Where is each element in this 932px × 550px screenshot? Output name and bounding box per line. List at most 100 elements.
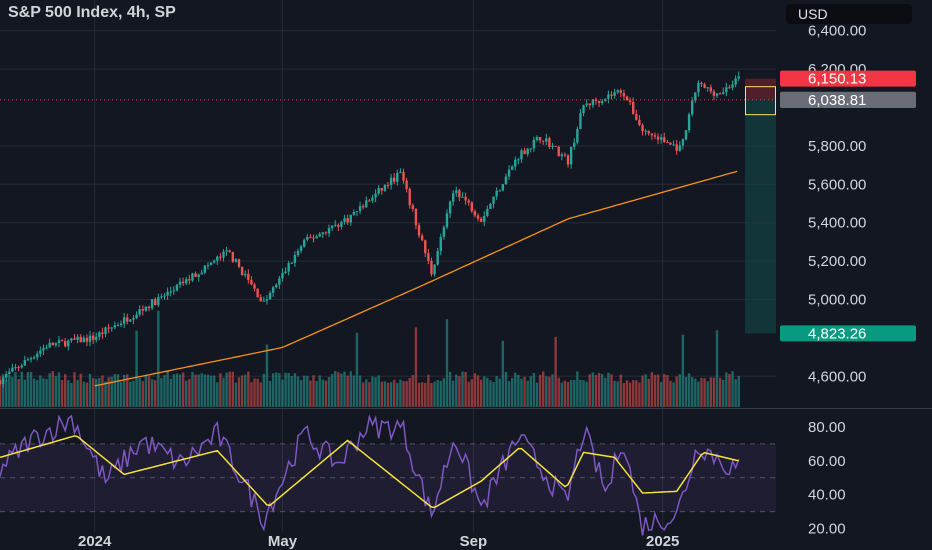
candle-body — [507, 169, 511, 177]
volume-bar — [85, 382, 89, 407]
volume-bar — [194, 374, 197, 407]
candle-body — [451, 193, 455, 202]
candle-body — [135, 314, 138, 318]
volume-bar — [517, 375, 520, 407]
candle-body — [132, 317, 135, 320]
candle-body — [383, 185, 387, 191]
rsi-band-fill — [0, 443, 776, 512]
volume-bar — [554, 336, 557, 407]
candle-body — [209, 262, 213, 266]
candle-body — [45, 347, 48, 349]
candle-body — [70, 338, 73, 341]
volume-bar — [718, 377, 722, 407]
candle-body — [669, 142, 672, 145]
volume-bar — [666, 375, 669, 407]
axes: 6,400.006,200.005,800.005,600.005,400.00… — [78, 23, 916, 550]
candle-body — [628, 100, 632, 103]
volume-bar — [45, 379, 48, 407]
volume-bar — [160, 378, 163, 407]
candle-body — [26, 359, 30, 361]
candle-body — [594, 99, 598, 102]
candle-body — [715, 93, 719, 96]
volume-bar — [514, 372, 517, 407]
volume-bar — [157, 310, 160, 407]
volume-bar — [126, 374, 129, 407]
volume-bar — [88, 373, 92, 407]
candle-body — [358, 206, 362, 212]
candle-body — [610, 94, 613, 96]
volume-bar — [625, 380, 629, 407]
candle-body — [181, 281, 185, 284]
candle-body — [54, 343, 58, 346]
volume-bar — [172, 374, 176, 407]
price-label: 4,823.26 — [808, 325, 866, 342]
candle-body — [231, 252, 234, 262]
candle-body — [697, 82, 700, 93]
volume-bar — [278, 373, 281, 407]
volume-bar — [284, 372, 287, 407]
volume-bar — [405, 381, 408, 407]
candle-body — [470, 202, 474, 212]
volume-bar — [79, 373, 82, 407]
volume-bar — [178, 374, 182, 407]
candle-body — [51, 342, 54, 346]
volume-bar — [365, 379, 368, 407]
candle-body — [495, 190, 498, 197]
candlesticks — [0, 71, 776, 388]
volume-bar — [154, 380, 157, 407]
candle-body — [542, 140, 545, 142]
candle-body — [433, 264, 436, 275]
candle-body — [265, 299, 269, 301]
candle-body — [147, 306, 151, 309]
candle-body — [315, 236, 318, 239]
candle-body — [141, 309, 144, 311]
candle-body — [185, 279, 188, 284]
candle-body — [520, 150, 523, 160]
candle-body — [448, 201, 452, 214]
volume-bar — [526, 380, 529, 407]
candle-body — [371, 197, 374, 201]
candle-body — [98, 332, 101, 337]
candle-body — [73, 338, 76, 340]
candle-body — [346, 218, 349, 223]
candle-body — [439, 236, 442, 252]
volume-bar — [309, 380, 312, 407]
candle-body — [535, 137, 539, 140]
volume-bar — [287, 373, 290, 407]
volume-bar — [358, 375, 362, 407]
candle-body — [700, 82, 703, 85]
candle-body — [318, 233, 321, 237]
candle-body — [219, 256, 222, 258]
candle-body — [82, 337, 86, 343]
candle-body — [672, 144, 675, 146]
candle-body — [88, 335, 92, 342]
volume-bar — [234, 382, 238, 407]
volume-bar — [312, 375, 315, 407]
volume-bar — [722, 379, 725, 407]
candle-body — [191, 273, 194, 281]
short-position-tool[interactable] — [745, 78, 776, 334]
rsi-line — [0, 414, 740, 536]
volume-bar — [582, 380, 585, 407]
candle-body — [101, 332, 104, 334]
candle-body — [436, 251, 439, 265]
candle-body — [312, 237, 315, 239]
candle-body — [514, 159, 517, 167]
volume-bar — [600, 374, 604, 407]
currency-selector[interactable]: USD — [786, 4, 912, 24]
candle-body — [278, 278, 281, 285]
candle-body — [144, 306, 148, 311]
candle-body — [337, 224, 340, 227]
volume-bar — [532, 372, 536, 407]
volume-bar — [644, 374, 647, 407]
candle-body — [641, 125, 644, 132]
candle-body — [455, 190, 458, 194]
y-tick-label: 5,400.00 — [808, 215, 866, 232]
volume-bar — [48, 373, 51, 407]
candle-body — [399, 171, 402, 173]
candle-body — [36, 353, 39, 358]
candle-body — [175, 284, 179, 291]
candle-body — [737, 76, 740, 79]
volume-bar — [535, 382, 539, 407]
